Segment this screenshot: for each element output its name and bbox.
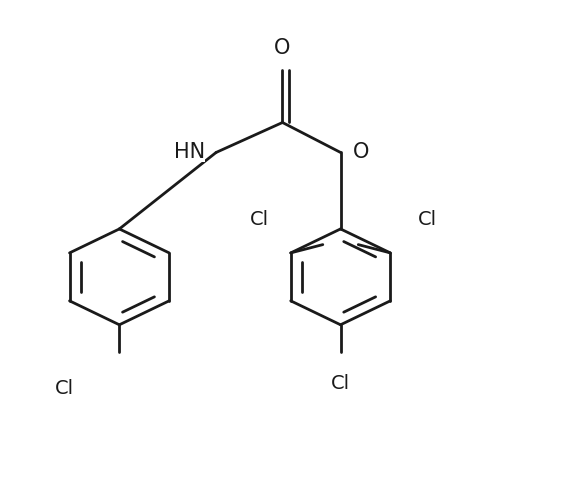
Text: O: O (353, 143, 370, 162)
Text: Cl: Cl (249, 210, 268, 229)
Text: Cl: Cl (331, 373, 350, 393)
Text: HN: HN (174, 142, 205, 162)
Text: O: O (274, 38, 291, 58)
Text: Cl: Cl (418, 210, 437, 229)
Text: Cl: Cl (55, 379, 74, 398)
